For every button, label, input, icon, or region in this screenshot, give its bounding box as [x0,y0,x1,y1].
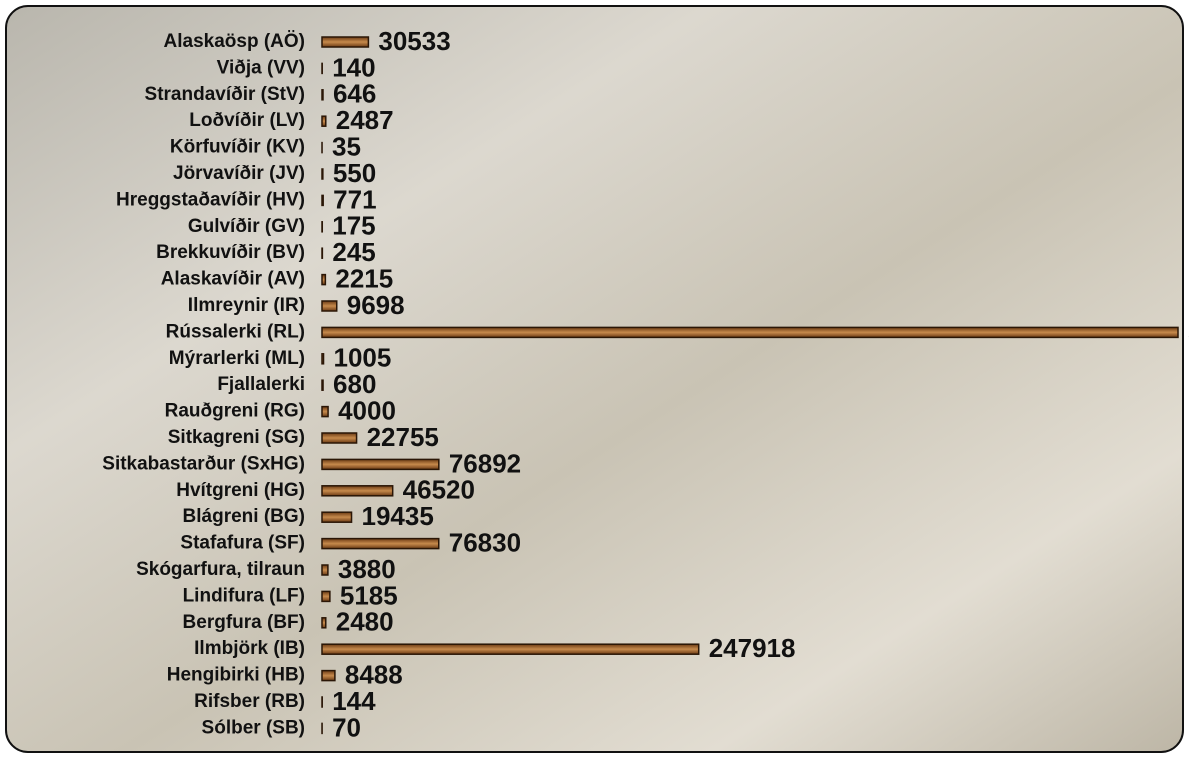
category-label: Sitkabastarður (SxHG) [102,453,305,474]
bar [322,433,357,443]
bar [322,539,439,549]
bar [322,618,326,628]
category-label: Stafafura (SF) [180,533,305,554]
value-label: 22755 [367,422,439,452]
category-label: Ilmreynir (IR) [188,295,305,316]
category-label: Körfuvíðir (KV) [170,137,305,158]
value-label: 9698 [347,290,405,320]
bar [322,116,326,126]
category-label: Rifsber (RB) [194,691,305,712]
value-label: 19435 [362,501,434,531]
background-frame [6,6,1183,752]
category-label: Lindifura (LF) [183,585,305,606]
category-label: Jörvavíðir (JV) [173,163,305,184]
category-label: Alaskavíðir (AV) [161,269,305,290]
bar [322,354,324,364]
category-label: Ilmbjörk (IB) [194,638,305,659]
bar [322,301,337,311]
category-label: Viðja (VV) [217,57,305,78]
bar [322,327,1178,337]
category-label: Alaskaösp (AÖ) [164,31,305,52]
category-label: Brekkuvíðir (BV) [156,242,305,263]
page: Alaskaösp (AÖ)30533Viðja (VV)140Strandav… [0,0,1189,758]
bar [322,644,699,654]
category-label: Blágreni (BG) [183,506,305,527]
category-label: Hvítgreni (HG) [176,480,305,501]
category-label: Gulvíðir (GV) [188,216,305,237]
chart: Alaskaösp (AÖ)30533Viðja (VV)140Strandav… [0,0,1189,758]
category-label: Mýrarlerki (ML) [169,348,305,369]
category-label: Skógarfura, tilraun [136,559,305,580]
bar [322,591,330,601]
value-label: 70 [332,712,361,742]
bar [322,90,323,100]
category-label: Sólber (SB) [202,717,305,738]
category-label: Sitkagreni (SG) [168,427,305,448]
bar [322,671,335,681]
bar [322,407,328,417]
category-label: Hengibirki (HB) [167,665,305,686]
category-label: Rússalerki (RL) [166,321,305,342]
bar [322,512,352,522]
bar [322,486,393,496]
category-label: Bergfura (BF) [183,612,305,633]
bar [322,169,323,179]
bar [322,195,323,205]
category-label: Strandavíðir (StV) [145,84,305,105]
bar [322,565,328,575]
value-label: 76830 [449,527,521,557]
category-label: Hreggstaðavíðir (HV) [116,189,305,210]
bar [322,275,325,285]
bar [322,37,368,47]
category-label: Loðvíðir (LV) [189,110,305,131]
bar [322,459,439,469]
value-label: 2480 [336,607,394,637]
value-label: 30533 [378,26,450,56]
bar [322,380,323,390]
value-label: 247918 [709,633,796,663]
category-label: Fjallalerki [217,374,305,395]
category-label: Rauðgreni (RG) [165,401,305,422]
